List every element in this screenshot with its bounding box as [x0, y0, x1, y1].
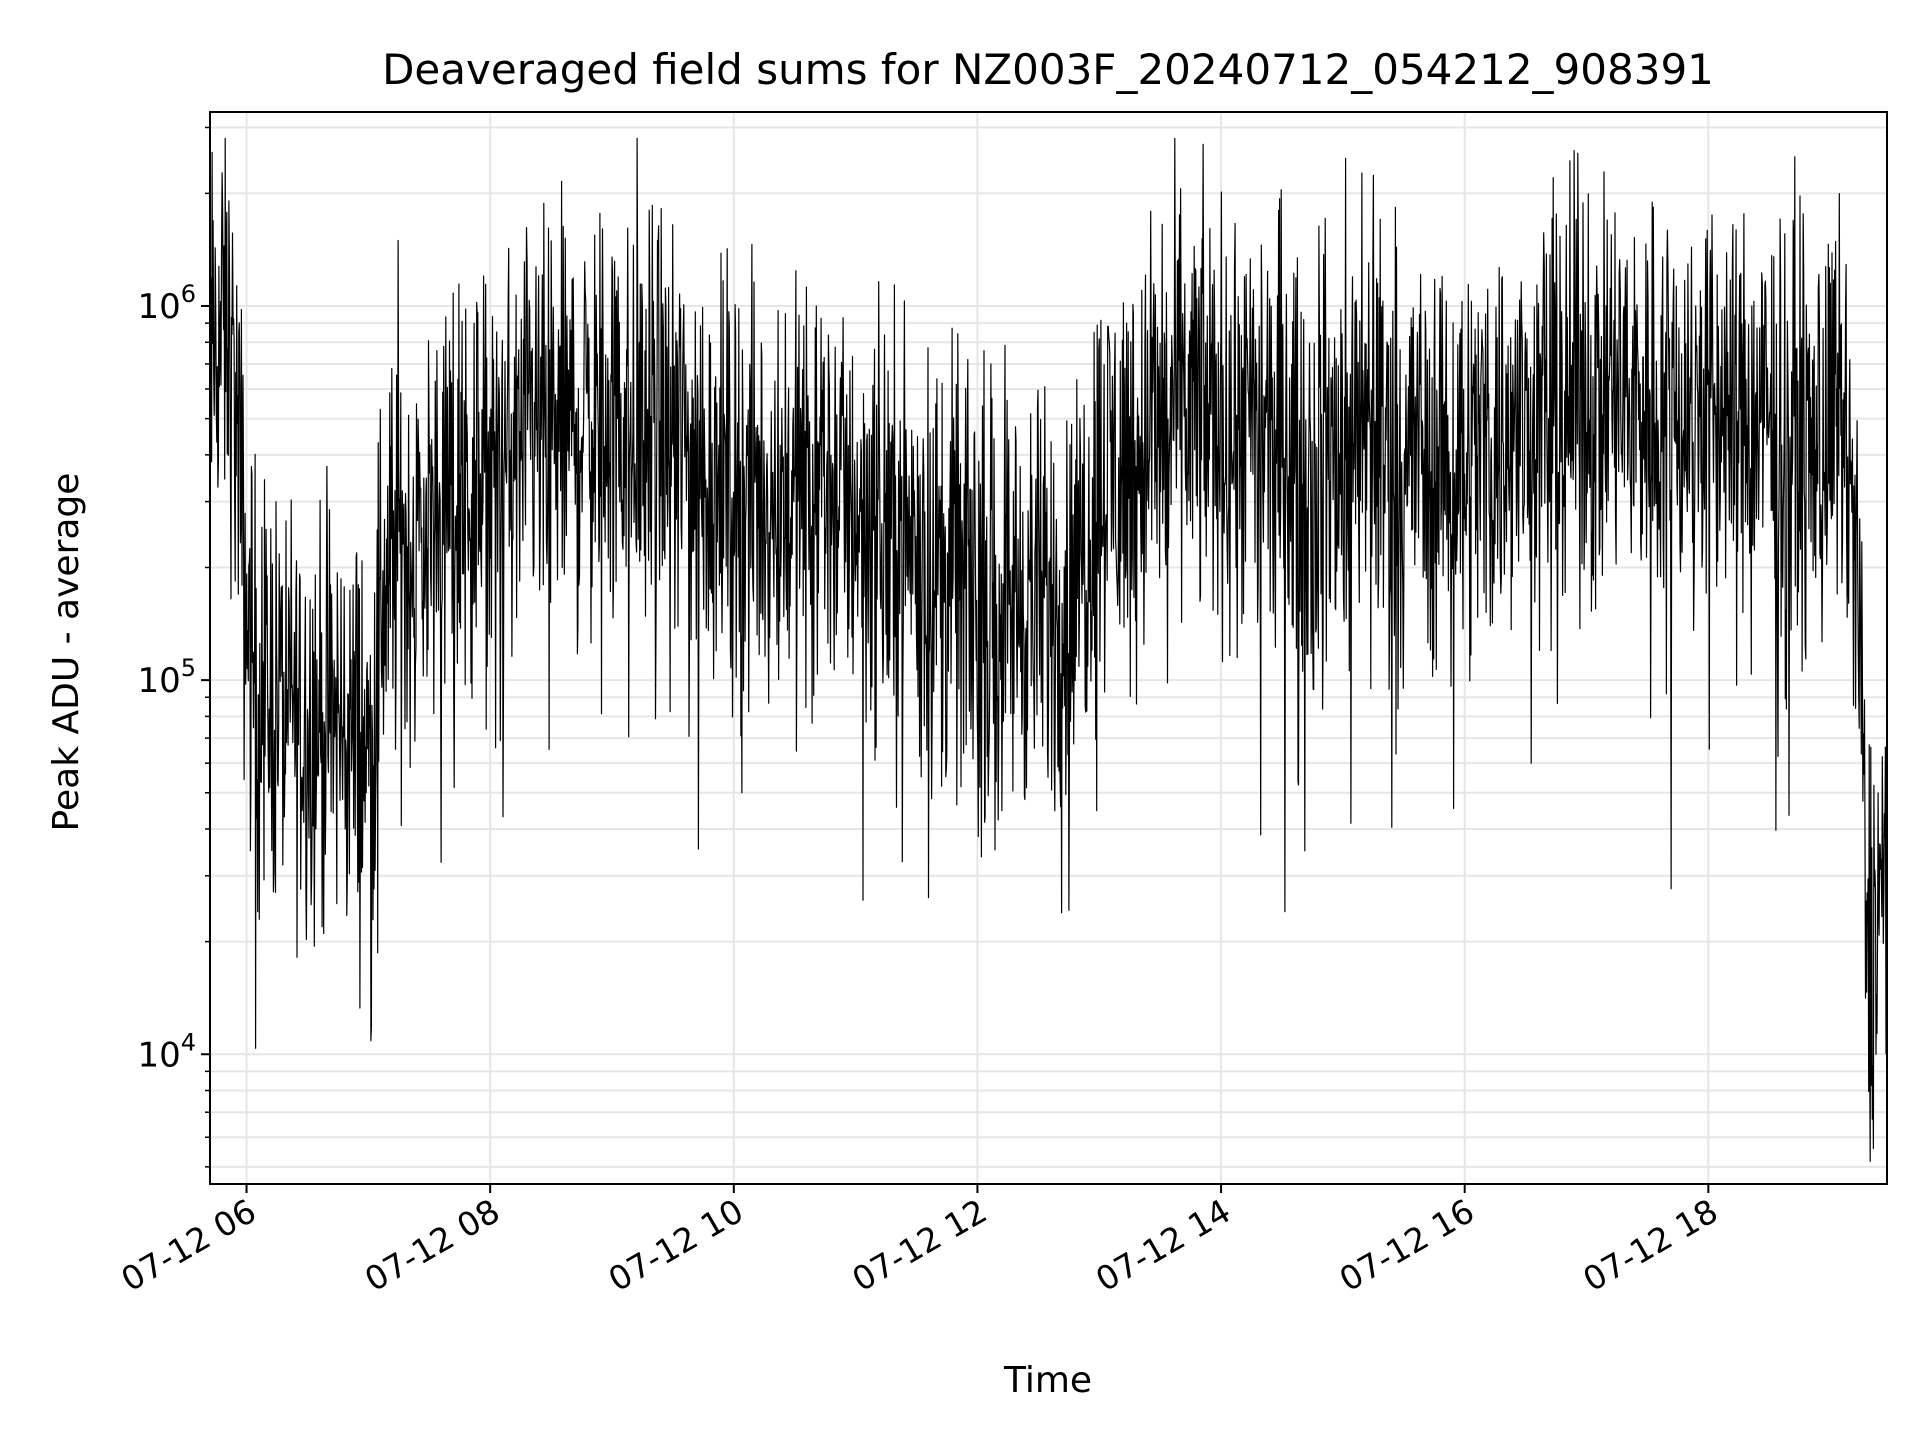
y-axis-label: Peak ADU - average: [46, 473, 87, 832]
series-layer: [209, 137, 1888, 1162]
series-line: [209, 137, 1888, 1162]
y-tick-label: 104: [137, 1028, 196, 1075]
y-tick-label: 105: [137, 654, 196, 701]
chart-title: Deaveraged field sums for NZ003F_2024071…: [382, 45, 1714, 94]
y-tick-label: 106: [137, 280, 196, 327]
plot-frame: [209, 111, 1888, 1185]
x-axis-label: Time: [1003, 1360, 1092, 1401]
